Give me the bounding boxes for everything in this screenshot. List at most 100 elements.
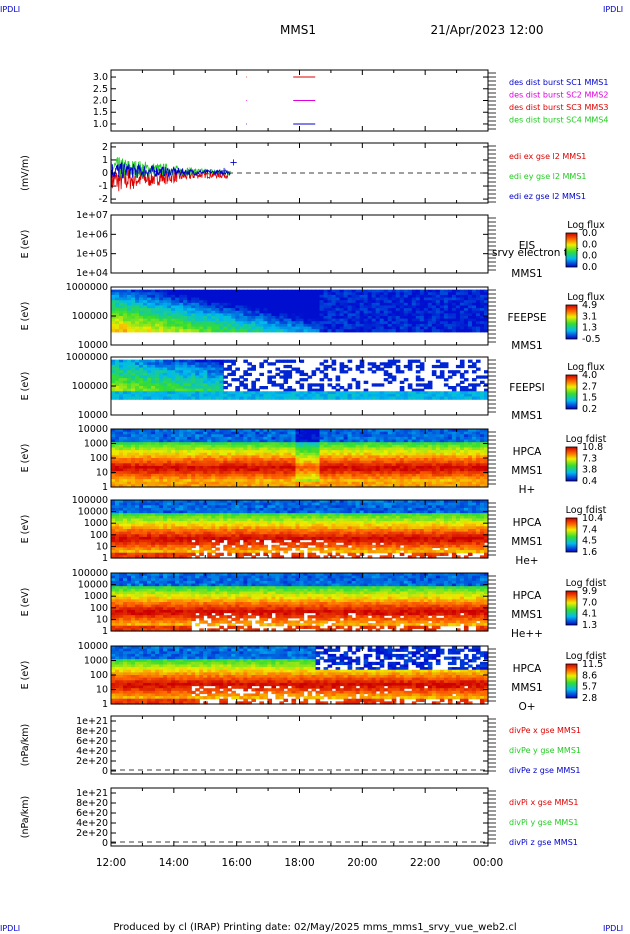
feepse-cell: [327, 329, 333, 333]
feepse-cell: [135, 294, 140, 299]
feepsi-cell: [427, 386, 433, 390]
hpca-h-cell: [471, 463, 477, 467]
hpca-he-cell: [123, 531, 128, 535]
feepse-cell: [191, 292, 196, 296]
hpca-h-cell: [135, 484, 140, 488]
feepse-cell: [223, 297, 228, 301]
hpca-h-cell: [311, 436, 317, 441]
feepse-cell: [311, 292, 317, 296]
feepse-cell: [219, 289, 224, 293]
feepse-cell: [451, 326, 457, 330]
feepsi-cell: [479, 375, 485, 379]
feepse-cell: [147, 326, 152, 330]
hpca-h-cell: [143, 429, 148, 433]
hpca-h-cell: [291, 434, 297, 438]
hpca-h-cell: [291, 481, 297, 485]
feepse-cell: [115, 321, 120, 325]
feepse-cell: [379, 300, 385, 304]
feepse-cell: [163, 305, 168, 309]
hpca-h-cell: [307, 450, 313, 454]
feepsi-cell: [163, 372, 168, 377]
hpca-h-cell: [151, 458, 156, 462]
hpca-h-cell: [471, 484, 477, 488]
feepsi-cell: [435, 391, 441, 395]
hpca-h-cell: [115, 465, 120, 470]
hpca-h-cell: [279, 471, 285, 475]
feepse-cell: [183, 323, 188, 328]
hpca-h-cell: [411, 455, 417, 459]
hpca-h-cell: [339, 484, 345, 488]
hpca-h-cell: [211, 447, 216, 451]
feepse-cell: [303, 329, 309, 333]
feepse-cell: [247, 313, 252, 317]
feepse-cell: [291, 289, 297, 293]
feepse-cell: [175, 321, 180, 325]
hpca-h-cell: [327, 465, 333, 470]
feepse-cell: [279, 326, 285, 330]
hpca-h-cell: [179, 450, 184, 454]
feepsi-cell: [351, 396, 357, 400]
eis-frame: [110, 214, 489, 274]
feepsi-cell: [439, 391, 445, 395]
feepse-cell: [195, 313, 200, 317]
feepsi-cell: [471, 383, 477, 387]
feepse-cell: [475, 323, 481, 328]
hpca-h-cell: [351, 442, 357, 446]
feepse-cell: [287, 292, 293, 296]
hpca-h-cell: [343, 473, 349, 478]
hpca-h-cell: [375, 458, 381, 462]
hpca-h-cell: [163, 463, 168, 467]
feepse-cell: [379, 294, 385, 299]
feepse-cell: [347, 329, 353, 333]
hpca-h-cell: [139, 471, 144, 475]
hpca-h-cell: [271, 439, 277, 443]
hpca-h-cell: [467, 431, 473, 435]
hpca-h-cell: [115, 436, 120, 441]
feepsi-cell: [251, 367, 256, 371]
hpca-h-cell: [295, 468, 301, 472]
feepsi-cell: [471, 393, 477, 398]
feepse-cell: [355, 294, 361, 299]
hpca-he-cell: [131, 502, 136, 506]
hpca-h-cell: [343, 436, 349, 441]
hpca-he-cell: [119, 539, 124, 543]
feepse-cell: [175, 310, 180, 314]
hpca-h-cell: [387, 458, 393, 462]
feepsi-cell: [135, 372, 140, 377]
hpca-h-cell: [399, 429, 405, 433]
hpca-h-cell: [331, 471, 337, 475]
feepse-cell: [399, 294, 405, 299]
hpca-h-cell: [179, 429, 184, 433]
feepse-cell: [271, 316, 277, 320]
feepse-cell: [343, 305, 349, 309]
feepsi-cell: [383, 391, 389, 395]
feepse-cell: [363, 292, 369, 296]
feepse-cell: [151, 305, 156, 309]
feepsi-cell: [299, 386, 305, 390]
feepse-cell: [263, 316, 269, 320]
feepse-cell: [319, 323, 325, 328]
feepsi-cell: [431, 364, 437, 369]
feepse-cell: [459, 289, 465, 293]
feepse-cell: [431, 329, 437, 333]
hpca-h-cell: [319, 447, 325, 451]
hpca-h-cell: [319, 429, 325, 433]
hpca-h-cell: [267, 460, 273, 464]
feepse-cell: [239, 313, 244, 317]
hpca-h-cell: [243, 444, 248, 449]
feepse-cell: [463, 321, 469, 325]
hpca-h-cell: [175, 434, 180, 438]
hpca-h-cell: [123, 431, 128, 435]
hpca-h-cell: [323, 473, 329, 478]
hpca-h-cell: [411, 463, 417, 467]
feepse-cell: [319, 326, 325, 330]
feepse-cell: [287, 323, 293, 328]
feepse-cell: [243, 292, 248, 296]
feepse-cell: [339, 302, 345, 307]
hpca-h-cell: [263, 447, 269, 451]
feepsi-cell: [235, 378, 240, 382]
feepsi-cell: [419, 393, 425, 398]
feepse-cell: [151, 321, 156, 325]
hpca-h-cell: [223, 458, 228, 462]
feepse-cell: [471, 289, 477, 293]
